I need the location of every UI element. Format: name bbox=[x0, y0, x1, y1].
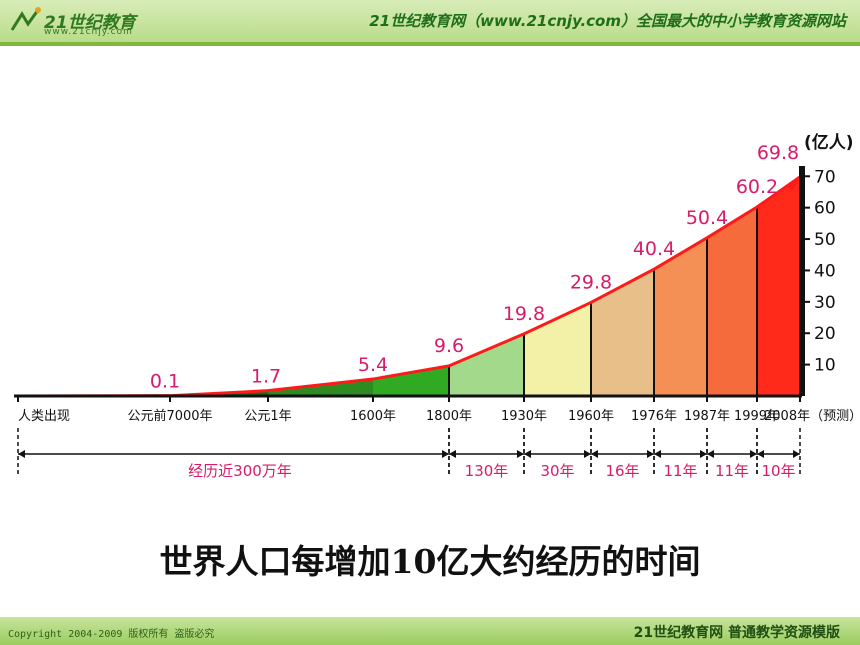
value-label: 0.1 bbox=[150, 371, 180, 393]
x-tick-label: 2008年（预测） bbox=[764, 409, 860, 424]
x-tick-label: 1999年 bbox=[734, 409, 780, 424]
y-tick-label: 50 bbox=[814, 230, 836, 250]
y-tick-label: 40 bbox=[814, 261, 836, 281]
header-slogan: 21世纪教育网（www.21cnjy.com）全国最大的中小学教育资源网站 bbox=[369, 12, 846, 30]
x-tick-label: 1930年 bbox=[501, 409, 547, 424]
population-line bbox=[17, 175, 801, 398]
interval-label: 经历近300万年 bbox=[188, 462, 292, 480]
interval-arrow-left bbox=[18, 450, 25, 458]
value-label: 5.4 bbox=[358, 354, 388, 376]
y-unit-label: (亿人) bbox=[804, 132, 854, 153]
interval-arrow-left bbox=[654, 450, 661, 458]
interval-arrow-right bbox=[442, 450, 449, 458]
interval-arrow-right bbox=[647, 450, 654, 458]
interval-label: 130年 bbox=[465, 462, 509, 480]
x-tick-label: 1960年 bbox=[568, 409, 614, 424]
interval-arrow-right bbox=[517, 450, 524, 458]
y-tick-label: 60 bbox=[814, 199, 836, 219]
x-tick-label: 1987年 bbox=[684, 409, 730, 424]
logo-url: www.21cnjy.com bbox=[44, 27, 133, 37]
value-label: 1.7 bbox=[251, 366, 281, 388]
y-tick-label: 20 bbox=[814, 324, 836, 344]
logo-text: 21世纪教育 bbox=[44, 13, 136, 33]
area-segment bbox=[373, 365, 449, 396]
footer-copyright: Copyright 2004-2009 版权所有 盗版必究 bbox=[8, 629, 215, 640]
y-tick-label: 70 bbox=[814, 167, 836, 187]
y-tick-label: 30 bbox=[814, 293, 836, 313]
x-tick-label: 人类出现 bbox=[18, 409, 70, 424]
interval-arrow-left bbox=[449, 450, 456, 458]
interval-arrow-right bbox=[793, 450, 800, 458]
interval-arrow-left bbox=[524, 450, 531, 458]
area-segment bbox=[757, 176, 800, 396]
area-segment bbox=[449, 333, 524, 396]
value-label: 60.2 bbox=[736, 176, 778, 198]
population-chart: 10 20 30 40 50 60 70 (亿人) 0.1 1.7 5.4 9.6 19.8 29.8 40… bbox=[14, 132, 860, 480]
header-bar: 21世纪教育 www.21cnjy.com 21世纪教育网（www.21cnjy… bbox=[0, 0, 860, 42]
value-label: 50.4 bbox=[686, 207, 728, 229]
interval-arrow-left bbox=[707, 450, 714, 458]
x-tick-label: 1800年 bbox=[426, 409, 472, 424]
area-segment bbox=[591, 269, 654, 396]
slide-caption: 世界人口每增加10亿大约经历的时间 bbox=[159, 542, 701, 581]
x-tick-label: 公元前7000年 bbox=[127, 408, 212, 424]
arrow-head-icon bbox=[786, 174, 802, 191]
interval-arrow-right bbox=[750, 450, 757, 458]
interval-arrow-left bbox=[757, 450, 764, 458]
value-label: 69.8 bbox=[757, 142, 799, 164]
value-label: 19.8 bbox=[503, 303, 545, 325]
area-segment bbox=[654, 237, 707, 396]
footer-bar: Copyright 2004-2009 版权所有 盗版必究 21世纪教育网 普通… bbox=[0, 617, 860, 645]
interval-label: 30年 bbox=[540, 462, 574, 480]
x-tick-label: 公元1年 bbox=[244, 409, 291, 424]
interval-arrow-right bbox=[700, 450, 707, 458]
interval-arrow-right bbox=[584, 450, 591, 458]
value-label: 29.8 bbox=[570, 271, 612, 293]
interval-label: 10年 bbox=[761, 462, 795, 480]
footer-brand: 21世纪教育网 普通教学资源模版 bbox=[633, 625, 840, 641]
x-tick-label: 1600年 bbox=[350, 409, 396, 424]
x-tick-label: 1976年 bbox=[631, 409, 677, 424]
area-segment bbox=[524, 302, 591, 396]
interval-label: 11年 bbox=[663, 462, 697, 480]
logo-icon bbox=[10, 7, 41, 31]
interval-arrow-left bbox=[591, 450, 598, 458]
interval-label: 16年 bbox=[605, 462, 639, 480]
y-tick-label: 10 bbox=[814, 356, 836, 376]
header-divider bbox=[0, 42, 860, 46]
area-segment bbox=[707, 207, 757, 396]
value-label: 9.6 bbox=[434, 335, 464, 357]
value-label: 40.4 bbox=[633, 238, 675, 260]
interval-label: 11年 bbox=[715, 462, 749, 480]
